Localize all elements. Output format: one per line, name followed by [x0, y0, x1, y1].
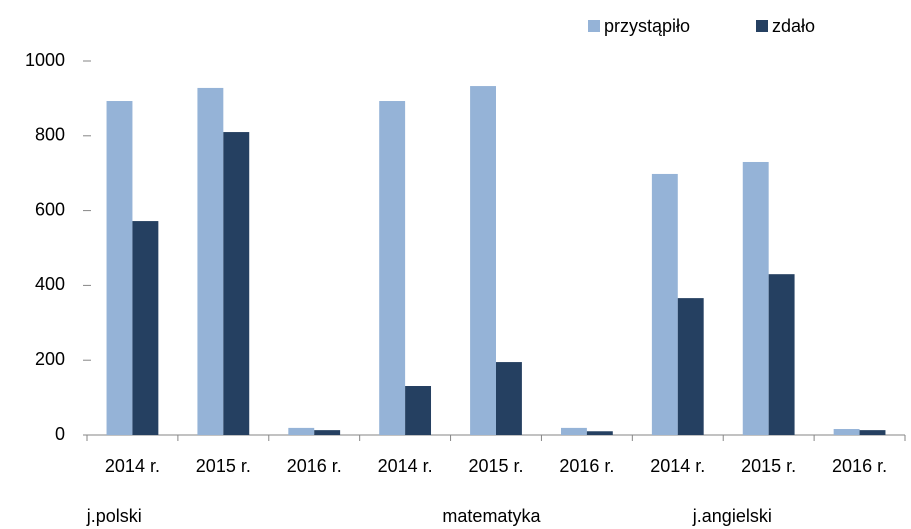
- x-tick-label: 2016 r.: [832, 456, 887, 476]
- bar: [496, 362, 522, 435]
- bar: [288, 427, 315, 435]
- x-tick-label: 2015 r.: [196, 456, 251, 476]
- bar: [379, 101, 406, 435]
- group-label: j.angielski: [692, 506, 772, 526]
- x-tick-label: 2015 r.: [741, 456, 796, 476]
- bar: [859, 430, 886, 435]
- bar: [470, 86, 496, 436]
- bar: [833, 429, 860, 435]
- bar: [586, 431, 613, 435]
- y-tick-label: 600: [35, 199, 65, 219]
- x-tick-label: 2014 r.: [378, 456, 433, 476]
- y-tick-label: 800: [35, 125, 65, 145]
- bar: [651, 173, 678, 435]
- y-tick-label: 400: [35, 274, 65, 294]
- bar: [405, 386, 432, 435]
- y-tick-label: 0: [55, 424, 65, 444]
- bar: [132, 221, 159, 435]
- bar: [223, 132, 250, 435]
- bar: [197, 87, 224, 435]
- x-tick-label: 2015 r.: [468, 456, 523, 476]
- legend-label: przystąpiło: [604, 16, 690, 36]
- x-tick-label: 2016 r.: [559, 456, 614, 476]
- bar: [677, 298, 704, 435]
- legend-swatch: [756, 20, 768, 32]
- legend-swatch: [588, 20, 600, 32]
- group-label: j.polski: [86, 506, 142, 526]
- bar: [314, 430, 341, 435]
- group-label: matematyka: [442, 506, 541, 526]
- x-tick-label: 2016 r.: [287, 456, 342, 476]
- bar: [560, 427, 587, 435]
- bar: [106, 101, 133, 435]
- bar: [768, 274, 795, 435]
- x-tick-label: 2014 r.: [650, 456, 705, 476]
- bar: [742, 161, 769, 436]
- x-tick-label: 2014 r.: [105, 456, 160, 476]
- y-tick-label: 200: [35, 349, 65, 369]
- legend-label: zdało: [772, 16, 815, 36]
- y-tick-label: 1000: [25, 50, 65, 70]
